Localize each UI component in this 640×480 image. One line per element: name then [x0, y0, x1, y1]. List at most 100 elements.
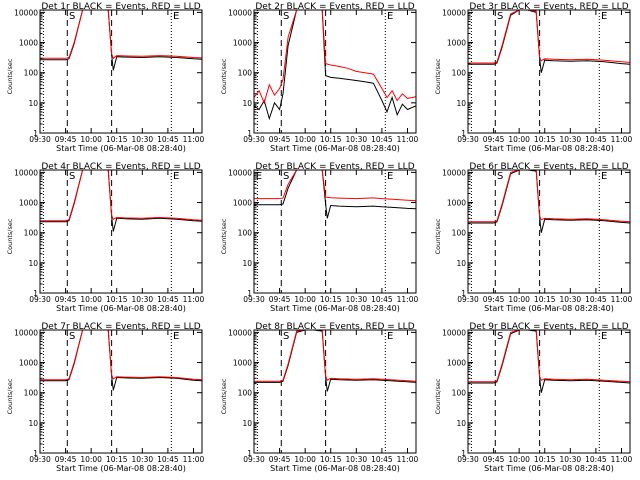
x-tick-label: 10:30: [346, 135, 368, 144]
x-tick-label: 10:45: [371, 295, 393, 304]
y-tick-label: 10000: [14, 168, 38, 177]
x-tick-label: 10:45: [157, 295, 179, 304]
series-group: [40, 10, 202, 71]
x-tick-label: 10:30: [132, 455, 154, 464]
y-tick-label: 100: [238, 389, 253, 398]
x-tick-label: 10:30: [560, 295, 582, 304]
y-tick-label: 10000: [14, 328, 38, 337]
x-tick-label: 11:00: [611, 135, 633, 144]
x-tick-label: 09:30: [457, 455, 479, 464]
y-axis-label: Counts/sec: [220, 58, 228, 94]
event-marker-label: S: [69, 171, 75, 182]
event-marker-label: S: [497, 171, 503, 182]
y-axis-label: Counts/sec: [6, 378, 14, 414]
y-tick-label: 1000: [447, 199, 466, 208]
x-axis-label: Start Time (06-Mar-08 08:28:40): [484, 464, 614, 473]
x-tick-label: 11:00: [397, 295, 419, 304]
plot-frame: [253, 329, 417, 454]
x-tick-label: 10:15: [534, 455, 556, 464]
y-tick-label: 10: [28, 419, 38, 428]
chart-title: Det 3r BLACK = Events, RED = LLD: [469, 2, 628, 12]
x-tick-label: 11:00: [611, 455, 633, 464]
y-tick-label: 10000: [442, 8, 466, 17]
series-group: [40, 170, 202, 232]
y-axis-label: Counts/sec: [434, 218, 442, 254]
y-tick-label: 100: [24, 229, 39, 238]
series-group: [254, 170, 416, 219]
chart-title: Det 9r BLACK = Events, RED = LLD: [469, 322, 628, 332]
plot-frame: [467, 169, 631, 294]
y-tick-label: 100: [452, 229, 467, 238]
x-tick-label: 10:45: [371, 455, 393, 464]
y-tick-label: 1: [33, 289, 38, 298]
y-tick-label: 1: [247, 449, 252, 458]
x-tick-label: 10:15: [106, 295, 128, 304]
y-axis-label: Counts/sec: [434, 378, 442, 414]
y-tick-label: 10000: [14, 8, 38, 17]
x-tick-label: 10:15: [534, 295, 556, 304]
x-tick-label: 09:30: [29, 455, 51, 464]
series-line-events: [254, 10, 416, 121]
plot-frame: [253, 169, 417, 294]
event-marker-label: E: [601, 171, 607, 182]
y-tick-label: 10000: [442, 328, 466, 337]
y-tick-label: 10: [242, 99, 252, 108]
y-tick-label: 1000: [233, 199, 252, 208]
x-tick-label: 10:00: [80, 455, 102, 464]
x-tick-label: 09:45: [483, 295, 505, 304]
x-tick-label: 10:15: [320, 135, 342, 144]
y-tick-label: 10000: [228, 8, 252, 17]
y-tick-label: 1000: [19, 359, 38, 368]
x-axis-label: Start Time (06-Mar-08 08:28:40): [484, 304, 614, 313]
plot-frame: [39, 169, 203, 294]
plot-frame: [39, 329, 203, 454]
series-line-events: [254, 170, 416, 219]
event-marker-label: S: [497, 11, 503, 22]
y-tick-label: 1000: [19, 39, 38, 48]
y-tick-label: 1000: [233, 359, 252, 368]
x-axis-label: Start Time (06-Mar-08 08:28:40): [270, 464, 400, 473]
x-tick-label: 10:15: [534, 135, 556, 144]
x-tick-label: 09:30: [29, 135, 51, 144]
y-tick-label: 10: [456, 419, 466, 428]
event-marker-label: S: [283, 171, 289, 182]
x-tick-label: 10:00: [294, 455, 316, 464]
plot-frame: [467, 329, 631, 454]
chart-title: Det 2r BLACK = Events, RED = LLD: [255, 2, 414, 12]
chart-title: Det 4r BLACK = Events, RED = LLD: [41, 162, 200, 172]
x-tick-label: 11:00: [183, 295, 205, 304]
x-axis-label: Start Time (06-Mar-08 08:28:40): [56, 304, 186, 313]
y-tick-label: 10: [242, 419, 252, 428]
y-tick-label: 10000: [228, 168, 252, 177]
event-marker-label: S: [283, 11, 289, 22]
x-tick-label: 10:00: [80, 135, 102, 144]
x-tick-label: 09:45: [55, 135, 77, 144]
series-line-lld: [40, 330, 202, 381]
x-tick-label: 11:00: [183, 455, 205, 464]
x-tick-label: 11:00: [183, 135, 205, 144]
x-tick-label: 10:00: [294, 135, 316, 144]
plot-frame: [253, 9, 417, 134]
y-tick-label: 100: [452, 69, 467, 78]
x-tick-label: 10:00: [508, 455, 530, 464]
y-tick-label: 100: [238, 229, 253, 238]
x-axis-label: Start Time (06-Mar-08 08:28:40): [56, 144, 186, 153]
x-tick-label: 10:45: [157, 135, 179, 144]
x-tick-label: 10:15: [320, 455, 342, 464]
event-marker-label: E: [601, 11, 607, 22]
x-axis-label: Start Time (06-Mar-08 08:28:40): [270, 304, 400, 313]
y-tick-label: 10: [242, 259, 252, 268]
y-axis-label: Counts/sec: [220, 378, 228, 414]
plot-frame: [467, 9, 631, 134]
x-tick-label: 10:00: [80, 295, 102, 304]
plot-frame: [39, 9, 203, 134]
x-tick-label: 11:00: [397, 455, 419, 464]
x-tick-label: 10:30: [132, 295, 154, 304]
x-tick-label: 10:30: [346, 295, 368, 304]
x-tick-label: 09:30: [243, 295, 265, 304]
x-tick-label: 09:45: [55, 295, 77, 304]
